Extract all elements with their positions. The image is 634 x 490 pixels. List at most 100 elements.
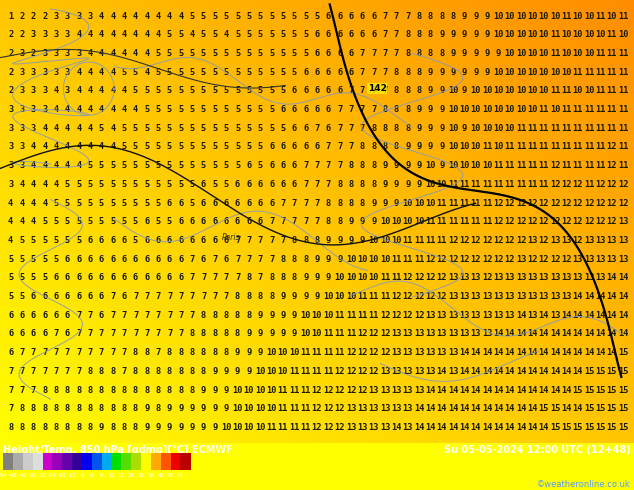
Text: 11: 11 — [414, 255, 424, 264]
Text: 7: 7 — [359, 86, 365, 96]
Text: 6: 6 — [212, 198, 217, 208]
Text: 5: 5 — [133, 86, 138, 96]
Text: 10: 10 — [505, 123, 515, 133]
Text: 14: 14 — [584, 329, 595, 339]
Text: 10: 10 — [505, 11, 515, 21]
Text: 8: 8 — [31, 404, 36, 413]
Text: 11: 11 — [595, 143, 606, 151]
Text: 3: 3 — [31, 123, 36, 133]
Text: 11: 11 — [368, 311, 379, 320]
Text: 12: 12 — [618, 198, 628, 208]
Text: 11: 11 — [335, 329, 345, 339]
Text: 42: 42 — [157, 473, 164, 478]
Text: 13: 13 — [414, 348, 424, 357]
Text: 8: 8 — [349, 180, 354, 189]
Text: 5: 5 — [257, 49, 263, 58]
Text: 8: 8 — [144, 367, 150, 376]
Text: 3: 3 — [53, 68, 59, 76]
Text: 2: 2 — [8, 49, 13, 58]
Text: 11: 11 — [266, 423, 277, 432]
Text: 10: 10 — [527, 30, 538, 39]
Text: 5: 5 — [76, 236, 81, 245]
Text: 6: 6 — [257, 180, 263, 189]
Text: 14: 14 — [516, 329, 526, 339]
Text: 4: 4 — [122, 105, 127, 114]
Text: 5: 5 — [76, 180, 81, 189]
Text: 12: 12 — [482, 255, 493, 264]
Text: 10: 10 — [573, 86, 583, 96]
Text: 10: 10 — [618, 30, 628, 39]
Text: 13: 13 — [550, 311, 560, 320]
Text: 12: 12 — [335, 423, 345, 432]
Text: 4: 4 — [87, 143, 93, 151]
Text: 8: 8 — [42, 404, 48, 413]
Text: 9: 9 — [484, 30, 490, 39]
Text: 14: 14 — [493, 329, 504, 339]
Text: 7: 7 — [337, 143, 342, 151]
Text: 7: 7 — [76, 311, 81, 320]
Text: 11: 11 — [550, 49, 560, 58]
Text: 11: 11 — [527, 123, 538, 133]
Text: 11: 11 — [539, 105, 549, 114]
Text: 7: 7 — [122, 311, 127, 320]
Text: 5: 5 — [122, 161, 127, 170]
Text: 4: 4 — [167, 11, 172, 21]
Text: 7: 7 — [359, 68, 365, 76]
Text: 11: 11 — [584, 105, 595, 114]
Text: 14: 14 — [539, 386, 549, 394]
Text: 7: 7 — [269, 255, 275, 264]
Text: 14: 14 — [482, 386, 493, 394]
Text: 5: 5 — [257, 105, 263, 114]
Text: 9: 9 — [359, 236, 365, 245]
Text: 6: 6 — [314, 105, 320, 114]
Text: 5: 5 — [167, 30, 172, 39]
Text: 14: 14 — [470, 386, 481, 394]
Text: 7: 7 — [371, 68, 377, 76]
Text: 4: 4 — [110, 11, 115, 21]
Text: 6: 6 — [280, 143, 285, 151]
Text: 14: 14 — [618, 273, 628, 282]
Text: 10: 10 — [493, 143, 504, 151]
Text: 13: 13 — [595, 255, 606, 264]
Text: 4: 4 — [42, 198, 48, 208]
Text: 12: 12 — [493, 198, 504, 208]
Text: 14: 14 — [584, 348, 595, 357]
Text: 2: 2 — [20, 30, 25, 39]
Text: 6: 6 — [53, 292, 59, 301]
Text: 11: 11 — [448, 180, 458, 189]
Text: 5: 5 — [247, 105, 252, 114]
Text: 5: 5 — [212, 180, 217, 189]
Text: 5: 5 — [167, 161, 172, 170]
Text: 9: 9 — [224, 404, 229, 413]
Text: 14: 14 — [618, 329, 628, 339]
Text: 6: 6 — [280, 180, 285, 189]
Text: 14: 14 — [527, 423, 538, 432]
Text: 8: 8 — [110, 367, 115, 376]
Text: 6: 6 — [212, 236, 217, 245]
Text: 10: 10 — [266, 348, 277, 357]
Text: 13: 13 — [482, 311, 493, 320]
Text: 5: 5 — [20, 273, 25, 282]
Text: 9: 9 — [428, 105, 433, 114]
Text: 5: 5 — [99, 217, 104, 226]
Text: 12: 12 — [539, 198, 549, 208]
Text: 10: 10 — [357, 255, 368, 264]
Text: 8: 8 — [133, 423, 138, 432]
Text: 5: 5 — [212, 105, 217, 114]
Text: 15: 15 — [595, 367, 606, 376]
Text: 5: 5 — [292, 49, 297, 58]
Text: 7: 7 — [190, 273, 195, 282]
Text: 11: 11 — [561, 143, 572, 151]
Text: 11: 11 — [289, 386, 299, 394]
Text: 8: 8 — [133, 348, 138, 357]
Text: 10: 10 — [448, 123, 458, 133]
Text: 12: 12 — [595, 180, 606, 189]
Text: 5: 5 — [212, 49, 217, 58]
Text: 14: 14 — [561, 404, 572, 413]
Text: 8: 8 — [382, 143, 387, 151]
Text: 13: 13 — [459, 292, 470, 301]
Text: 6: 6 — [110, 273, 115, 282]
Text: 4: 4 — [53, 86, 59, 96]
Bar — [121, 453, 131, 470]
Text: 5: 5 — [31, 255, 36, 264]
